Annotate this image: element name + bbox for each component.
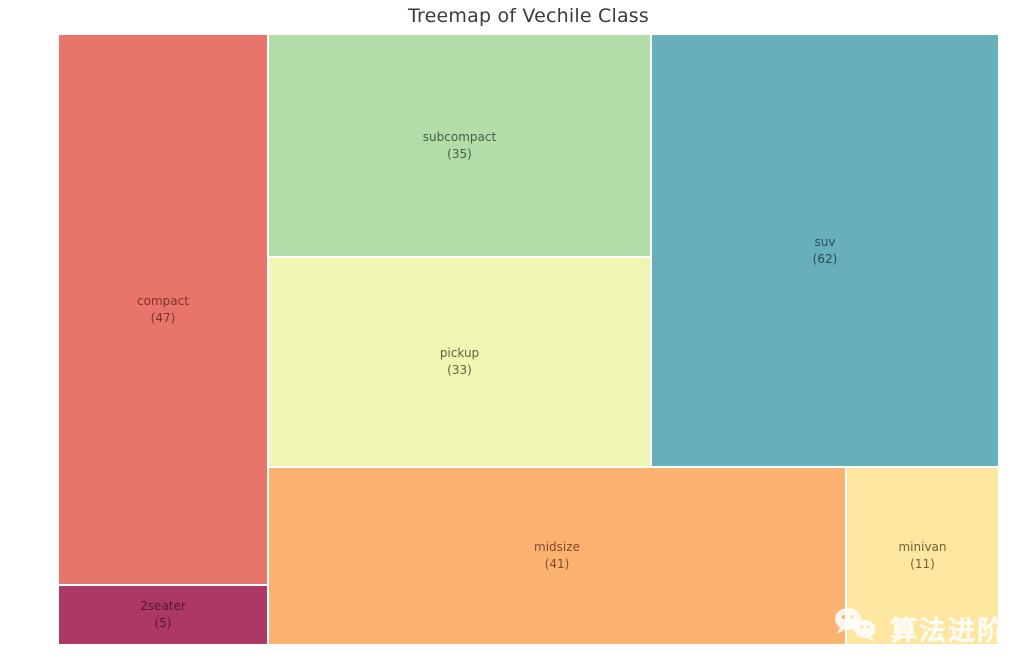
tile-label: minivan xyxy=(898,540,947,555)
tile-label: subcompact xyxy=(422,129,497,144)
tile-value: (33) xyxy=(447,363,472,377)
tile-label: 2seater xyxy=(140,599,186,614)
treemap-tile-pickup: pickup (33) xyxy=(269,258,650,466)
treemap-tile-compact: compact (47) xyxy=(59,35,267,584)
tile-value: (47) xyxy=(150,310,176,325)
tile-value: (5) xyxy=(154,616,172,630)
tile-label: compact xyxy=(137,293,189,308)
treemap-tile-suv: suv (62) xyxy=(652,35,998,466)
treemap-tile-midsize: midsize (41) xyxy=(269,468,845,644)
treemap: compact (47) 2seater (5) subcompact (35) picku… xyxy=(59,35,998,644)
tile-value: (41) xyxy=(544,557,570,571)
chart-title: Treemap of Vechile Class xyxy=(408,5,649,27)
treemap-tile-subcompact: subcompact (35) xyxy=(269,35,650,256)
tile-value: (11) xyxy=(910,557,935,571)
treemap-tile-minivan: minivan (11) xyxy=(847,468,998,644)
tile-label: pickup xyxy=(439,346,480,361)
tile-label: suv xyxy=(814,234,836,249)
treemap-tile-2seater: 2seater (5) xyxy=(59,586,267,644)
tile-label: midsize xyxy=(534,540,580,555)
tile-value: (35) xyxy=(447,146,472,161)
tile-value: (62) xyxy=(812,251,838,266)
